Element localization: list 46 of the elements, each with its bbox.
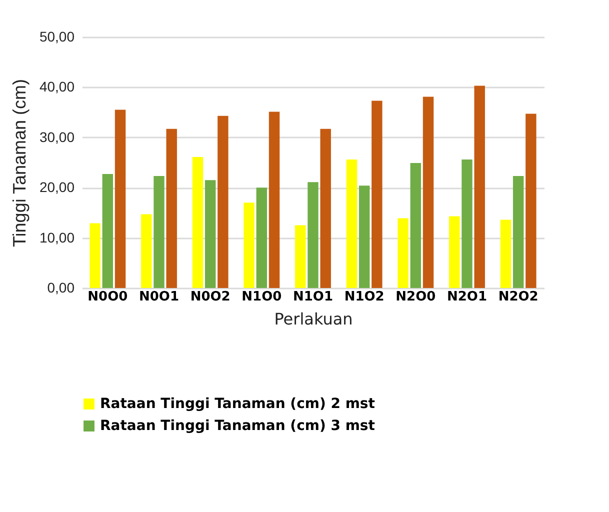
bar (346, 159, 358, 288)
x-tick-label: N1O2 (344, 290, 384, 304)
y-axis-title: Tinggi Tanaman (cm) (9, 78, 30, 248)
bar (526, 114, 536, 288)
bar (372, 100, 382, 288)
bar (500, 220, 512, 288)
bar (358, 186, 370, 288)
bar (410, 163, 422, 288)
y-tick-label: 20,00 (39, 179, 75, 196)
bar (462, 159, 472, 288)
bar (295, 225, 306, 288)
x-tick-label: N2O2 (498, 290, 538, 304)
bar (256, 188, 268, 288)
bar (422, 96, 434, 288)
bar (268, 112, 280, 288)
bar (90, 223, 100, 288)
bar (398, 218, 408, 288)
bar (320, 128, 331, 288)
bar (512, 176, 524, 288)
x-tick-label: N1O1 (292, 290, 334, 304)
x-tick-label: N0O0 (88, 290, 128, 304)
legend-label: Rataan Tinggi Tanaman (cm) 2 mst (100, 396, 376, 412)
bar (474, 86, 485, 288)
y-tick-label: 30,00 (39, 128, 75, 145)
x-tick-label: N1O0 (242, 290, 282, 304)
bar (141, 214, 152, 288)
bar (166, 128, 177, 288)
x-tick-label: N2O0 (396, 290, 436, 304)
y-tick-label: 40,00 (39, 78, 75, 95)
legend-label: Rataan Tinggi Tanaman (cm) 3 mst (100, 418, 376, 434)
bar (192, 156, 204, 288)
x-tick-label: N0O1 (138, 290, 180, 304)
bar (114, 110, 126, 288)
bar (102, 174, 114, 288)
bar (218, 116, 228, 288)
y-tick-label: 50,00 (39, 28, 75, 44)
y-tick-label: 10,00 (39, 229, 75, 246)
y-tick-label: 0,00 (47, 280, 75, 296)
x-tick-label: N2O1 (446, 290, 488, 304)
x-tick-label: N0O2 (190, 290, 230, 304)
bar (308, 182, 318, 288)
bar (154, 176, 164, 288)
bar (204, 180, 216, 288)
bar (449, 216, 460, 288)
x-axis-title: Perlakuan (274, 310, 353, 328)
bar (244, 202, 254, 288)
